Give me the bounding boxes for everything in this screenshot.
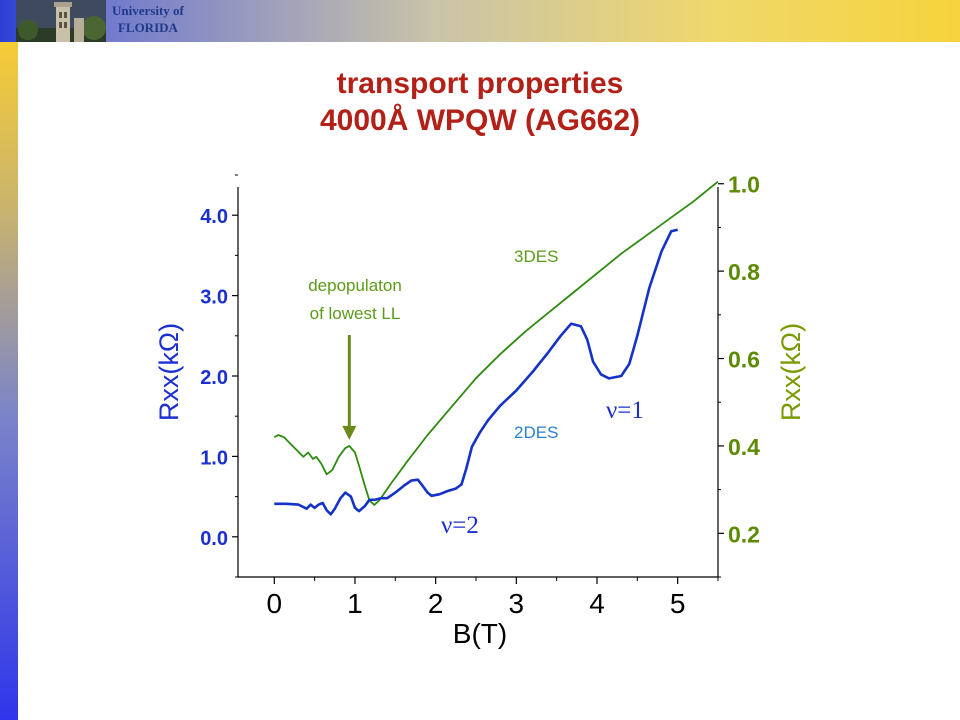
depop-label-line2: of lowest LL — [310, 304, 401, 323]
label-2des: 2DES — [514, 423, 558, 442]
x-tick-label: 2 — [428, 588, 444, 619]
university-line1: University of — [112, 3, 184, 18]
university-name: University of FLORIDA — [112, 2, 184, 36]
series-2des-line — [274, 228, 679, 516]
x-tick-label: 4 — [589, 588, 605, 619]
y-left-axis-title: Rxx(kΩ) — [154, 323, 184, 421]
y-right-tick-label: 0.2 — [728, 521, 760, 547]
slide-title-line2: 4000Å WPQW (AG662) — [319, 104, 641, 137]
depop-arrow-head — [342, 425, 357, 440]
depop-label-line1: depopulaton — [308, 276, 402, 295]
y-left-tick-label: 4.0 — [200, 206, 228, 228]
y-left-tick-label: 0.0 — [200, 528, 228, 550]
x-tick-label: 5 — [670, 588, 686, 619]
label-3des: 3DES — [514, 247, 558, 266]
label-nu-1: ν=1 — [606, 397, 644, 424]
label-nu-2: ν=2 — [441, 512, 479, 539]
y-right-tick-label: 0.6 — [728, 347, 760, 373]
y-right-tick-label: 1.0 — [728, 172, 760, 198]
university-tower-logo — [16, 0, 106, 42]
university-line2: FLORIDA — [117, 20, 178, 35]
x-tick-label: 1 — [347, 588, 363, 619]
y-right-tick-label: 0.8 — [728, 259, 760, 285]
y-right-axis-title: Rxx(kΩ) — [776, 323, 806, 421]
y-right-tick-label: 0.4 — [728, 434, 760, 460]
header-gradient-bar — [0, 0, 960, 42]
y-left-tick-label: 2.0 — [200, 367, 228, 389]
series-3des-line — [273, 180, 719, 506]
y-left-tick-label: 1.0 — [200, 447, 228, 469]
y-left-tick-label: 3.0 — [200, 287, 228, 309]
left-gradient-bar — [0, 42, 18, 720]
x-tick-label: 3 — [509, 588, 525, 619]
slide-title-line1: transport properties — [336, 67, 624, 100]
x-tick-label: 0 — [267, 588, 283, 619]
x-axis-title: B(T) — [453, 618, 507, 649]
